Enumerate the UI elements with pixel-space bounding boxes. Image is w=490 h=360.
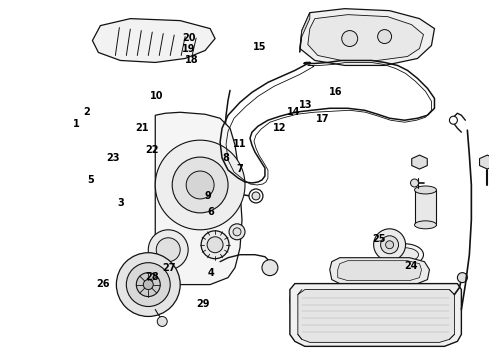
Circle shape [365, 294, 375, 305]
Text: 22: 22 [146, 144, 159, 154]
Circle shape [172, 157, 228, 213]
Circle shape [390, 294, 399, 305]
Polygon shape [300, 9, 435, 66]
Text: 17: 17 [317, 114, 330, 124]
Text: 3: 3 [117, 198, 124, 208]
Polygon shape [290, 285, 410, 315]
Text: 20: 20 [182, 33, 196, 43]
Polygon shape [300, 13, 310, 53]
Text: 8: 8 [222, 153, 229, 163]
Circle shape [201, 231, 229, 259]
Polygon shape [412, 155, 427, 169]
Ellipse shape [386, 244, 423, 266]
Polygon shape [330, 258, 429, 284]
Polygon shape [155, 112, 242, 285]
Text: 1: 1 [73, 120, 80, 129]
Text: 28: 28 [146, 272, 159, 282]
Polygon shape [480, 155, 490, 169]
Ellipse shape [415, 221, 437, 229]
Text: 26: 26 [97, 279, 110, 289]
Circle shape [136, 273, 160, 297]
Text: 12: 12 [272, 123, 286, 133]
Polygon shape [308, 15, 423, 60]
Bar [415, 190, 437, 225]
Text: 2: 2 [83, 107, 90, 117]
Text: 14: 14 [287, 107, 300, 117]
Text: 21: 21 [136, 123, 149, 133]
Text: 27: 27 [163, 263, 176, 273]
Circle shape [155, 140, 245, 230]
Polygon shape [338, 261, 421, 280]
Circle shape [305, 294, 315, 305]
Circle shape [157, 316, 167, 327]
Text: 24: 24 [404, 261, 418, 271]
Circle shape [374, 229, 406, 261]
Text: 9: 9 [205, 191, 212, 201]
Text: 15: 15 [253, 42, 267, 52]
Polygon shape [93, 19, 215, 62]
Text: 11: 11 [233, 139, 247, 149]
Circle shape [156, 238, 180, 262]
Circle shape [386, 241, 393, 249]
Circle shape [262, 260, 278, 276]
Ellipse shape [415, 186, 437, 194]
Polygon shape [290, 284, 462, 346]
Circle shape [457, 273, 467, 283]
Circle shape [207, 237, 223, 253]
Ellipse shape [391, 248, 418, 262]
Circle shape [335, 294, 345, 305]
Circle shape [116, 253, 180, 316]
Text: 23: 23 [106, 153, 120, 163]
Text: 25: 25 [372, 234, 386, 244]
Circle shape [186, 171, 214, 199]
Text: 5: 5 [88, 175, 95, 185]
Text: 13: 13 [299, 100, 313, 110]
Circle shape [411, 179, 418, 187]
Circle shape [249, 189, 263, 203]
Text: 4: 4 [207, 268, 214, 278]
Text: 18: 18 [184, 55, 198, 65]
Circle shape [233, 228, 241, 236]
Circle shape [342, 31, 358, 46]
Text: 19: 19 [182, 44, 196, 54]
Circle shape [148, 230, 188, 270]
Text: 7: 7 [237, 164, 244, 174]
Polygon shape [298, 289, 454, 342]
Text: 6: 6 [207, 207, 214, 217]
Text: 16: 16 [329, 87, 342, 97]
Circle shape [229, 224, 245, 240]
Text: 10: 10 [150, 91, 164, 101]
Circle shape [143, 280, 153, 289]
Circle shape [126, 263, 170, 306]
Circle shape [378, 30, 392, 44]
Circle shape [252, 192, 260, 200]
Circle shape [449, 116, 457, 124]
Text: 29: 29 [196, 299, 210, 309]
Circle shape [381, 236, 398, 254]
